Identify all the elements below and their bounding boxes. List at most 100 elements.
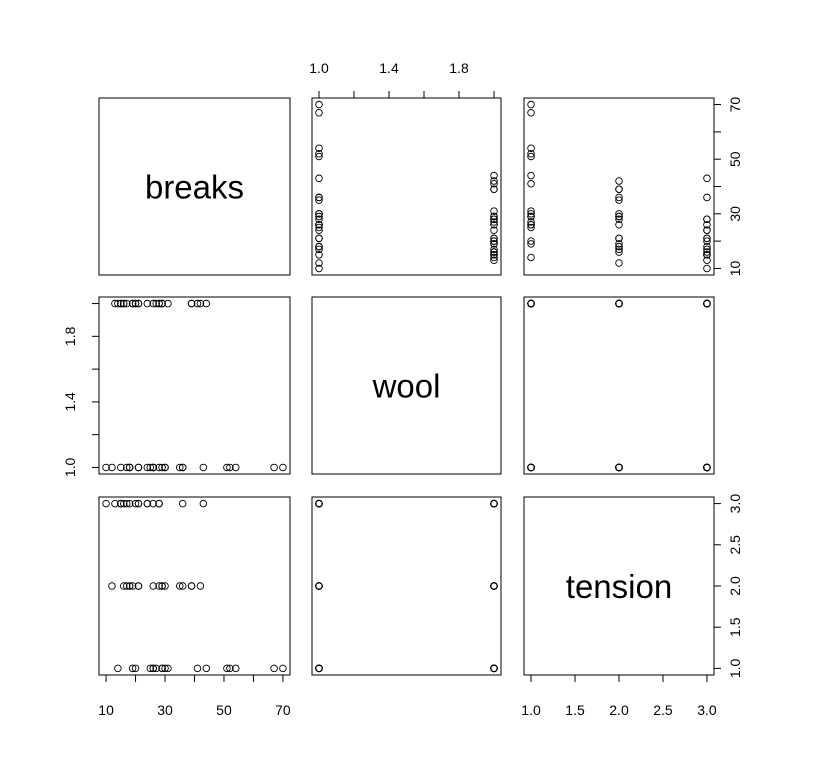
point [703,251,711,259]
point [315,220,323,229]
point [315,100,323,109]
point [490,237,498,245]
point [134,582,143,590]
point [158,299,166,308]
point [527,237,535,245]
point [315,251,323,259]
point [527,223,535,232]
point [117,499,125,508]
point [490,248,498,256]
tick-label: 50 [727,151,743,167]
point [134,463,143,472]
point [703,226,711,234]
point [125,499,134,508]
point [490,234,498,243]
tick-label: 1.0 [62,458,78,478]
variable-label: wool [372,368,441,405]
point [149,499,157,508]
point [155,463,163,472]
point [155,299,163,308]
point [527,207,535,215]
tick-label: 2.0 [609,702,629,718]
point [490,212,498,221]
point [131,499,140,508]
point [143,499,152,508]
point [202,299,211,308]
point [187,582,196,590]
point [164,299,172,308]
tick-label: 3.0 [727,494,743,514]
point [120,582,128,590]
point [270,664,278,673]
point [490,664,498,673]
point [128,664,137,673]
point [490,207,498,215]
point [527,149,535,158]
point [527,171,535,180]
point [615,185,623,193]
point [108,463,116,472]
point [527,299,535,308]
point [149,463,157,472]
point [164,664,172,673]
point [152,664,160,673]
tick-label: 70 [727,97,743,113]
point [114,664,122,673]
point [111,499,119,508]
point [134,499,143,508]
panel-frame [311,296,502,475]
point [615,248,623,256]
point [152,299,160,308]
point [490,171,498,180]
panel-frame [311,496,502,676]
point [490,180,498,188]
point [490,177,498,185]
tick-label: 1.8 [449,60,469,76]
point [490,256,498,265]
point [279,664,287,673]
panel-frame [523,296,715,475]
tick-label: 30 [157,702,173,718]
point [128,582,137,590]
point [193,299,202,308]
point [703,193,711,202]
point [223,463,231,472]
point [146,664,155,673]
point [315,212,323,221]
point [122,499,131,508]
point [315,664,323,673]
point [615,196,623,204]
point [527,253,535,262]
point [122,463,131,472]
point [615,240,623,248]
point [122,582,131,590]
point [527,210,535,218]
point [490,226,498,234]
point [178,463,187,472]
tick-label: 3.0 [697,702,717,718]
point [128,299,137,308]
point [490,220,498,229]
tick-label: 1.5 [565,702,585,718]
point [279,463,287,472]
point [527,212,535,221]
point [117,463,125,472]
point [315,210,323,218]
point [703,234,711,243]
point [315,149,323,158]
variable-label: breaks [145,169,244,206]
point [196,582,205,590]
point [315,193,323,202]
tick-label: 50 [216,702,232,718]
point [315,174,323,183]
tick-label: 2.0 [727,576,743,596]
point [615,245,623,254]
point [490,245,498,254]
point [161,463,169,472]
point [315,264,323,273]
point [202,664,211,673]
tick-label: 2.5 [727,535,743,555]
point [120,499,128,508]
tick-label: 1.4 [62,392,78,412]
